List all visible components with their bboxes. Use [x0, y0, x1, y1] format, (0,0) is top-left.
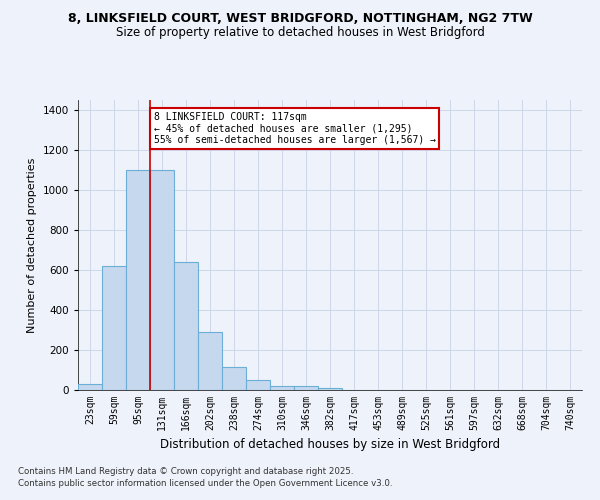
Bar	[78, 384, 102, 390]
Bar	[222, 367, 246, 390]
Text: Contains HM Land Registry data © Crown copyright and database right 2025.: Contains HM Land Registry data © Crown c…	[18, 468, 353, 476]
Bar	[246, 380, 270, 390]
Bar	[102, 266, 126, 390]
Bar	[270, 386, 294, 390]
Bar	[150, 170, 174, 390]
Bar	[174, 262, 198, 390]
Bar	[198, 332, 222, 390]
X-axis label: Distribution of detached houses by size in West Bridgford: Distribution of detached houses by size …	[160, 438, 500, 452]
Y-axis label: Number of detached properties: Number of detached properties	[27, 158, 37, 332]
Text: 8, LINKSFIELD COURT, WEST BRIDGFORD, NOTTINGHAM, NG2 7TW: 8, LINKSFIELD COURT, WEST BRIDGFORD, NOT…	[68, 12, 532, 26]
Text: Contains public sector information licensed under the Open Government Licence v3: Contains public sector information licen…	[18, 479, 392, 488]
Bar	[126, 170, 150, 390]
Bar	[294, 386, 318, 390]
Text: 8 LINKSFIELD COURT: 117sqm
← 45% of detached houses are smaller (1,295)
55% of s: 8 LINKSFIELD COURT: 117sqm ← 45% of deta…	[154, 112, 436, 145]
Text: Size of property relative to detached houses in West Bridgford: Size of property relative to detached ho…	[116, 26, 484, 39]
Bar	[318, 388, 342, 390]
